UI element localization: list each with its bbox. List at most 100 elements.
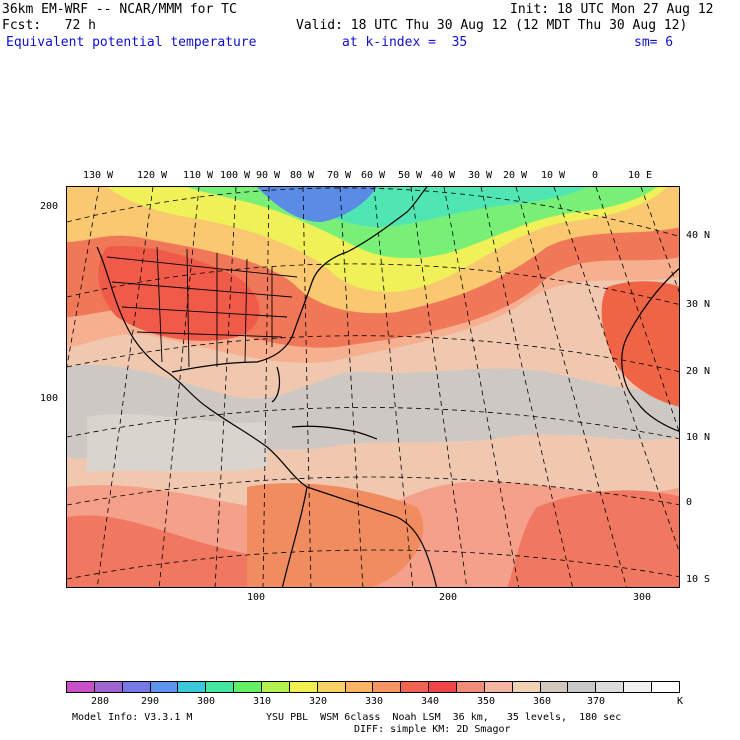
- coast-west-america: [96, 246, 208, 408]
- legend-swatch: [122, 682, 151, 692]
- field-fill-blue: [257, 187, 377, 222]
- lon-label: 90 W: [255, 170, 281, 181]
- grid-y-label: 200: [40, 201, 59, 212]
- legend-swatch: [345, 682, 374, 692]
- legend-swatch: [596, 682, 625, 692]
- coast-south-america-north: [306, 486, 438, 587]
- legend-tick-label: 280: [90, 696, 110, 707]
- legend-tick-label: 320: [308, 696, 328, 707]
- legend-tick-label: 310: [252, 696, 272, 707]
- graticule: [67, 187, 679, 587]
- field-name: Equivalent potential temperature: [6, 35, 257, 50]
- legend-swatch: [568, 682, 597, 692]
- border-line: [121, 306, 288, 318]
- lon-label: 60 W: [360, 170, 386, 181]
- graticule-lon: [302, 187, 312, 587]
- graticule-lon: [595, 187, 679, 433]
- graticule-lat-0: [67, 476, 679, 506]
- graticule-lon: [158, 187, 200, 587]
- legend-tick-label: 340: [420, 696, 440, 707]
- forecast-hour: Fcst: 72 h: [2, 18, 96, 33]
- lat-label: 10 S: [686, 574, 711, 585]
- legend-tick-label: 370: [586, 696, 606, 707]
- graticule-lon: [262, 187, 270, 587]
- border-line: [106, 256, 298, 278]
- valid-time: Valid: 18 UTC Thu 30 Aug 12 (12 MDT Thu …: [296, 18, 688, 33]
- graticule-lon: [96, 187, 154, 587]
- legend-swatch: [234, 682, 263, 692]
- color-legend: [66, 681, 680, 693]
- lon-label: 20 W: [502, 170, 528, 181]
- lon-label: 10 W: [540, 170, 566, 181]
- graticule-lon: [339, 187, 364, 587]
- physics-info: YSU PBL WSM 6class Noah LSM 36 km, 35 le…: [266, 712, 622, 723]
- grid-x-label: 300: [632, 592, 652, 603]
- coastlines: [96, 187, 679, 587]
- coast-canada-east: [346, 187, 428, 253]
- graticule-lat-40: [67, 187, 679, 237]
- graticule-lon: [410, 187, 468, 587]
- field-fill-us-hot: [98, 246, 260, 341]
- graticule-lon: [214, 187, 237, 587]
- theta-e-map: [66, 186, 680, 588]
- graticule-lat-20: [67, 335, 679, 372]
- legend-swatch: [289, 682, 318, 692]
- graticule-lon: [480, 187, 573, 587]
- lat-label: 20 N: [686, 366, 711, 377]
- model-info: Model Info: V3.3.1 M: [72, 712, 193, 723]
- legend-tick-label: 290: [140, 696, 160, 707]
- state-borders: [106, 246, 298, 368]
- legend-swatch: [67, 682, 95, 692]
- legend-swatch: [150, 682, 179, 692]
- lon-label: 40 W: [430, 170, 456, 181]
- border-line: [111, 281, 293, 298]
- lon-label: 100 W: [219, 170, 251, 181]
- lat-label: 40 N: [686, 230, 711, 241]
- legend-swatch: [652, 682, 679, 692]
- legend-swatch: [540, 682, 569, 692]
- border-line: [244, 258, 248, 363]
- field-fill-south-pacific: [67, 515, 267, 587]
- model-title: 36km EM-WRF -- NCAR/MMM for TC: [2, 2, 237, 17]
- lon-label: 130 W: [82, 170, 114, 181]
- legend-swatch: [457, 682, 485, 692]
- smoothing-info: sm= 6: [634, 35, 674, 50]
- border-line: [156, 246, 163, 363]
- legend-tick-label: 350: [476, 696, 496, 707]
- field-fill-south-atlantic: [507, 490, 679, 587]
- lon-label: 30 W: [467, 170, 493, 181]
- grid-y-label: 100: [40, 393, 59, 404]
- map-canvas: [67, 187, 679, 587]
- legend-tick-label: 330: [364, 696, 384, 707]
- lon-label: 0: [591, 170, 599, 181]
- legend-swatch: [373, 682, 402, 692]
- init-time: Init: 18 UTC Mon 27 Aug 12: [510, 2, 714, 17]
- graticule-lon: [553, 187, 679, 553]
- level-info: at k-index = 35: [342, 35, 468, 50]
- grid-x-label: 100: [246, 592, 266, 603]
- lat-label: 0: [686, 497, 693, 508]
- legend-swatch: [429, 682, 458, 692]
- caribbean-islands: [291, 425, 378, 440]
- coast-west-africa: [621, 267, 679, 432]
- lon-label: 10 E: [627, 170, 653, 181]
- legend-swatch: [484, 682, 513, 692]
- lon-label: 120 W: [136, 170, 168, 181]
- lon-label: 80 W: [289, 170, 315, 181]
- lat-label: 30 N: [686, 299, 711, 310]
- graticule-lat-30: [67, 263, 679, 305]
- legend-swatch: [512, 682, 541, 692]
- coast-south-america-west: [281, 486, 308, 587]
- graticule-lon: [640, 187, 679, 293]
- legend-swatch: [178, 682, 207, 692]
- legend-tick-label: 300: [196, 696, 216, 707]
- legend-swatch: [624, 682, 653, 692]
- grid-x-label: 200: [438, 592, 458, 603]
- coast-florida: [271, 366, 281, 403]
- lon-label: 50 W: [397, 170, 423, 181]
- coast-gulf-east-us: [171, 251, 348, 373]
- border-line: [186, 248, 190, 368]
- graticule-lat-10: [67, 407, 679, 440]
- graticule-lon: [373, 187, 414, 587]
- legend-swatch: [401, 682, 430, 692]
